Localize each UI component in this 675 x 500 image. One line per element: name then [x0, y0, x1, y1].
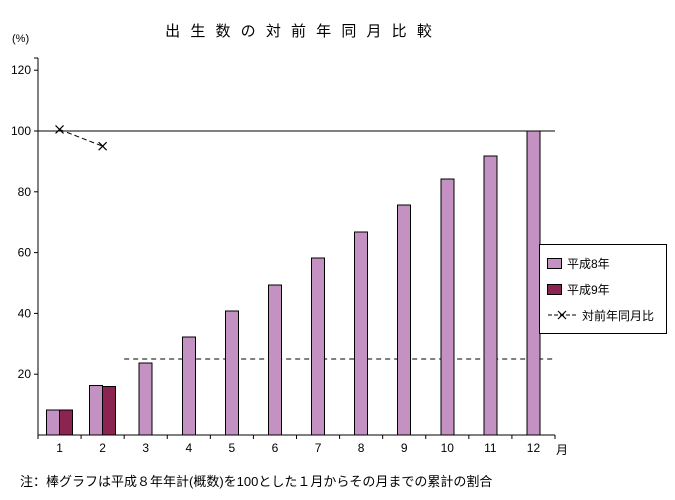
x-tick-label: 1	[56, 441, 63, 455]
bar-平成8年-month-10	[440, 178, 455, 436]
legend-item-1: 平成9年	[547, 276, 659, 302]
bar-平成9年-month-1	[59, 409, 74, 436]
y-tick-label: 60	[18, 246, 32, 260]
x-tick-label: 7	[315, 441, 322, 455]
x-tick-label: 6	[272, 441, 279, 455]
x-marker	[98, 141, 108, 151]
legend-label: 平成9年	[567, 282, 610, 297]
bar-平成8年-month-12	[526, 130, 541, 436]
y-tick-label: 80	[18, 185, 32, 199]
bar-平成8年-month-2	[89, 384, 104, 436]
x-tick-label: 12	[527, 441, 541, 455]
legend: 平成8年平成9年対前年同月比	[539, 244, 667, 334]
ratio-line-segment	[59, 129, 103, 147]
bar-平成9年-month-2	[102, 386, 117, 436]
x-tick-label: 8	[358, 441, 365, 455]
legend-item-2: 対前年同月比	[547, 302, 659, 328]
legend-line-x-symbol	[548, 310, 576, 320]
bar-平成8年-month-8	[354, 231, 369, 436]
bar-平成8年-month-9	[397, 204, 412, 436]
x-tick-label: 11	[484, 441, 497, 455]
x-tick-label: 5	[229, 441, 236, 455]
y-tick-label: 120	[11, 63, 31, 77]
legend-item-0: 平成8年	[547, 250, 659, 276]
x-axis-unit-label: 月	[556, 443, 569, 457]
bar-平成8年-month-4	[181, 336, 196, 436]
legend-swatch	[547, 257, 562, 269]
bar-平成8年-month-5	[224, 310, 239, 436]
x-tick-label: 10	[441, 441, 455, 455]
y-tick-label: 20	[18, 367, 32, 381]
legend-label: 平成8年	[567, 256, 610, 271]
bar-平成8年-month-1	[46, 409, 61, 436]
x-marker	[55, 125, 64, 134]
legend-label: 対前年同月比	[582, 308, 655, 323]
y-tick-label: 100	[11, 124, 31, 138]
x-tick-label: 9	[401, 441, 408, 455]
x-tick-label: 4	[185, 441, 192, 455]
bar-平成8年-month-7	[311, 257, 326, 436]
bar-平成8年-month-11	[483, 155, 498, 436]
chart-title: 出 生 数 の 対 前 年 同 月 比 較	[165, 23, 435, 40]
x-tick-label: 3	[142, 441, 149, 455]
bar-平成8年-month-6	[267, 284, 282, 436]
legend-swatch	[547, 283, 562, 295]
y-tick-label: 40	[18, 306, 32, 320]
x-tick-label: 2	[99, 441, 106, 455]
y-axis-unit-label: (%)	[12, 33, 30, 45]
footnote: 注：棒グラフは平成８年年計(概数)を100とした１月からその月までの累計の割合	[20, 474, 493, 489]
bar-平成8年-month-3	[138, 362, 153, 436]
